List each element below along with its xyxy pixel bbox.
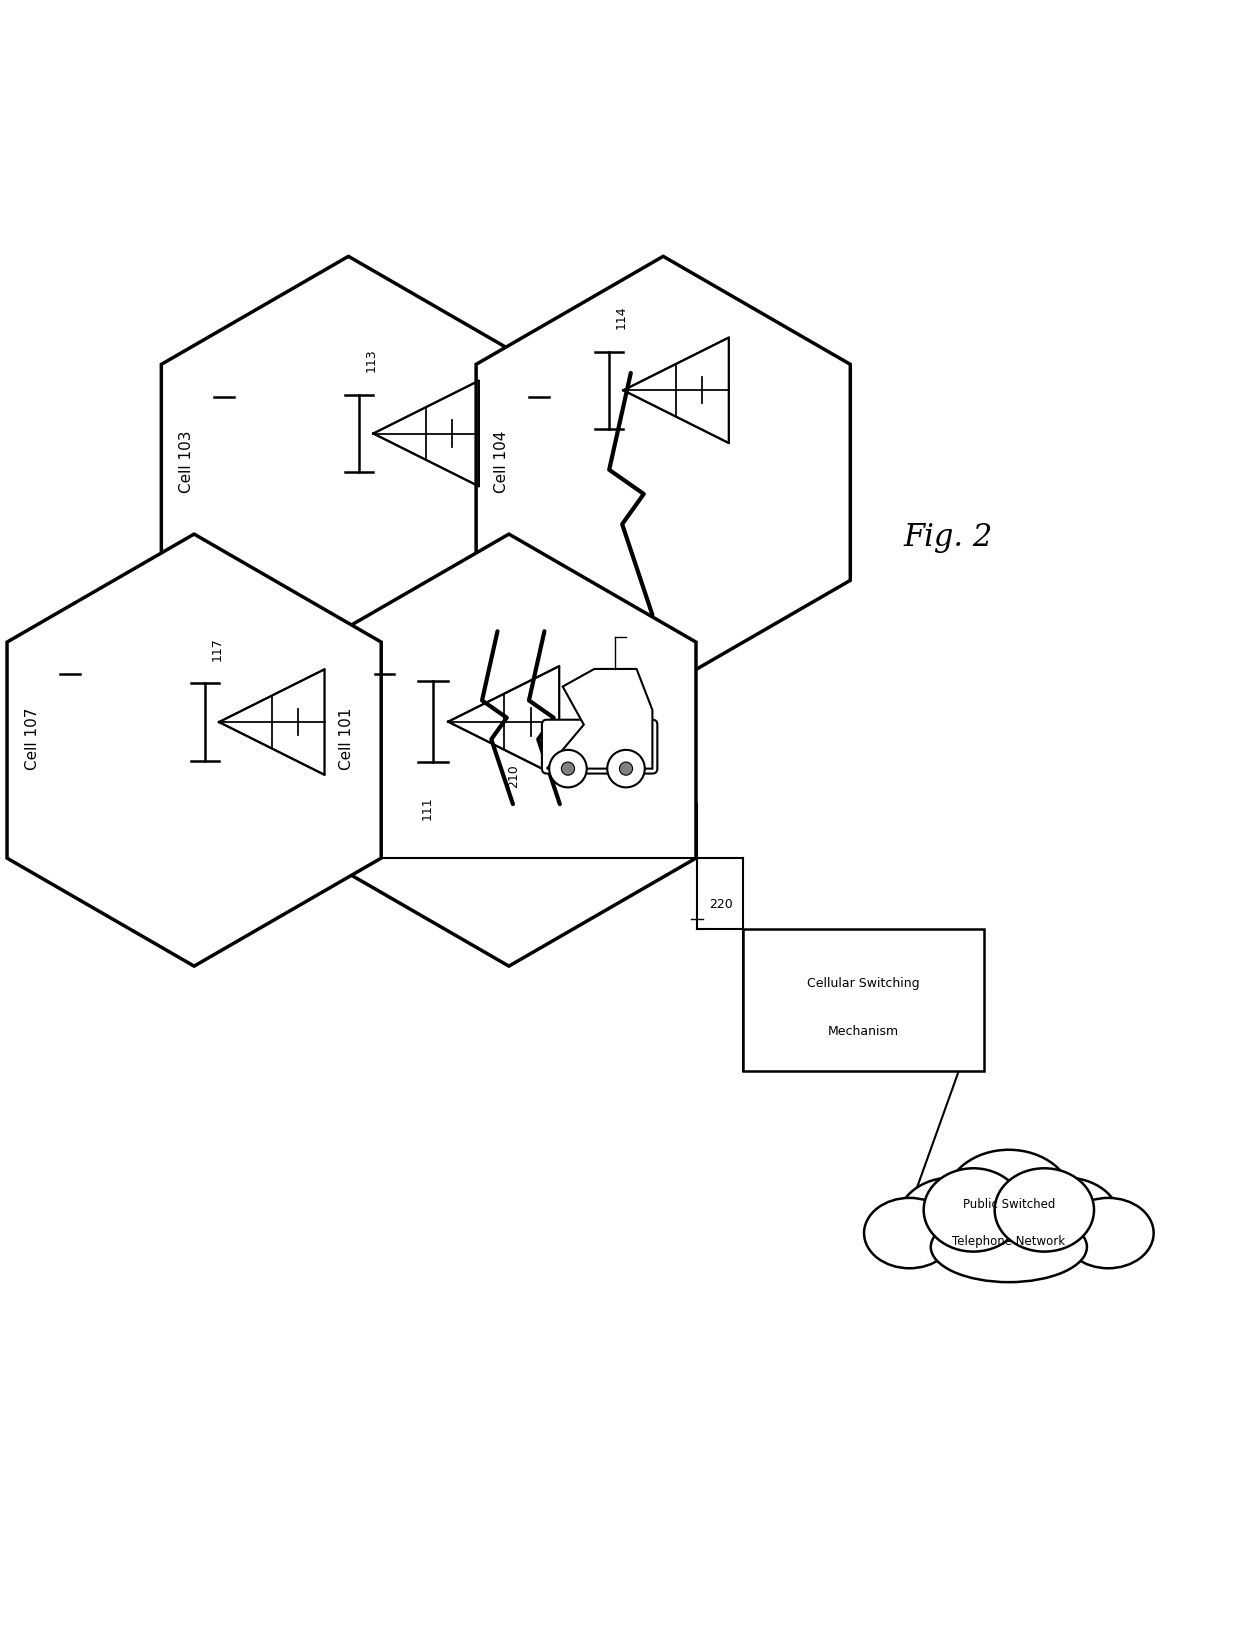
Text: Public Switched: Public Switched <box>962 1198 1055 1211</box>
Text: Fig. 2: Fig. 2 <box>904 522 993 553</box>
Bar <box>744 929 985 1072</box>
Ellipse shape <box>945 1150 1073 1252</box>
Circle shape <box>549 749 587 787</box>
Ellipse shape <box>864 1198 955 1268</box>
Text: 220: 220 <box>709 898 733 911</box>
Polygon shape <box>161 257 536 689</box>
Polygon shape <box>547 669 652 769</box>
Text: 210: 210 <box>507 764 520 789</box>
Text: Cellular Switching: Cellular Switching <box>807 977 920 990</box>
Text: Cell 101: Cell 101 <box>340 708 355 771</box>
Text: 113: 113 <box>365 348 378 371</box>
Ellipse shape <box>994 1168 1094 1252</box>
Ellipse shape <box>931 1212 1087 1283</box>
Ellipse shape <box>1012 1178 1120 1261</box>
Polygon shape <box>7 533 381 967</box>
Text: Mechanism: Mechanism <box>828 1024 899 1037</box>
Circle shape <box>608 749 645 787</box>
Text: Telephone Network: Telephone Network <box>952 1235 1065 1248</box>
Ellipse shape <box>924 1168 1023 1252</box>
Text: Cell 107: Cell 107 <box>25 708 40 771</box>
Circle shape <box>620 762 632 775</box>
Polygon shape <box>322 533 696 967</box>
FancyBboxPatch shape <box>542 720 657 774</box>
Text: Cell 103: Cell 103 <box>179 430 193 492</box>
Text: Cell 104: Cell 104 <box>494 430 508 492</box>
Text: 117: 117 <box>211 636 223 661</box>
Circle shape <box>562 762 574 775</box>
Text: 111: 111 <box>420 797 434 820</box>
Ellipse shape <box>898 1178 1006 1261</box>
Polygon shape <box>476 257 851 689</box>
Ellipse shape <box>1063 1198 1153 1268</box>
Text: 114: 114 <box>615 306 627 329</box>
